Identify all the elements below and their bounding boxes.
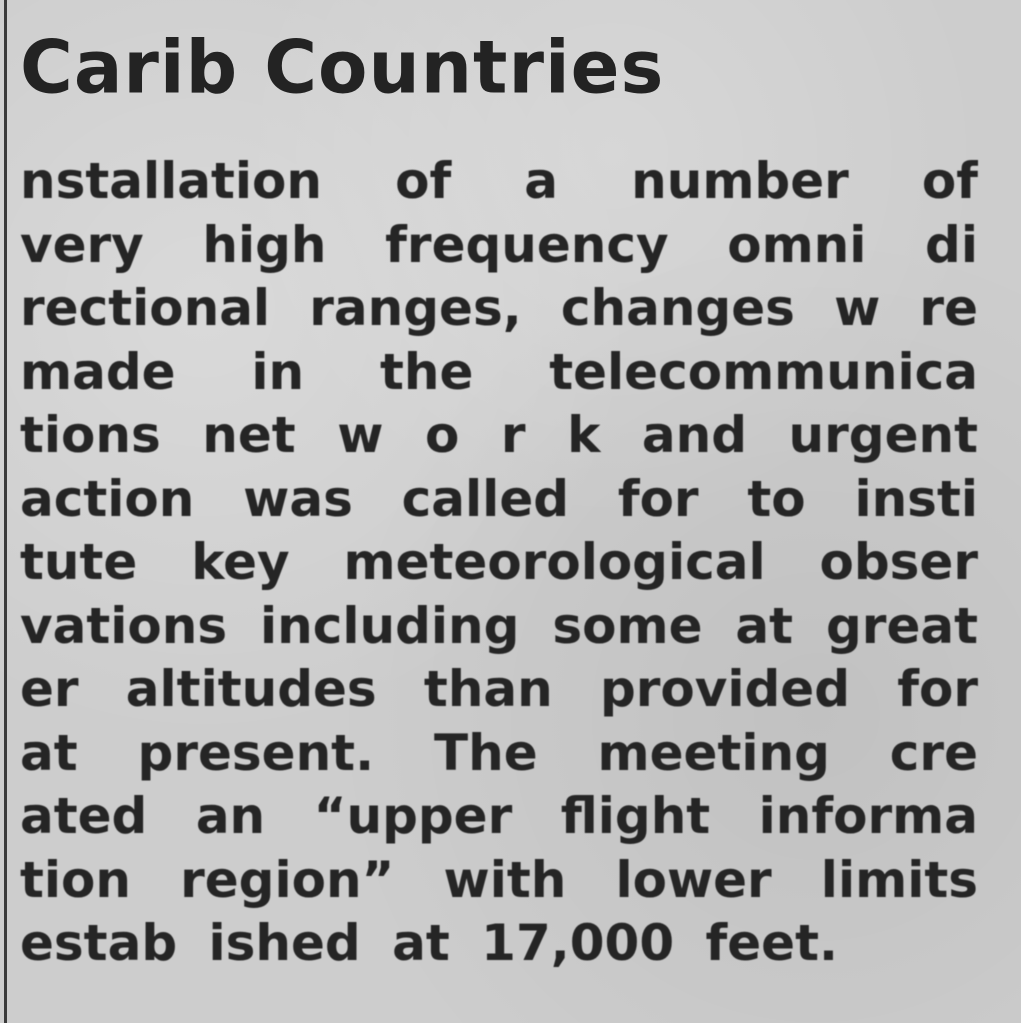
article-body: nstallation of a number of very high fre… bbox=[20, 150, 978, 976]
article-line: ated an “upper flight informa bbox=[20, 787, 978, 845]
article-line: action was called for to insti bbox=[20, 469, 978, 528]
article-line: nstallation of a number of bbox=[20, 152, 978, 210]
article-line: rectional ranges, changes w re bbox=[20, 279, 978, 337]
article-line: very high frequency omni di bbox=[20, 215, 978, 274]
column-rule bbox=[4, 0, 7, 1023]
article-line: estab ished at 17,000 feet. bbox=[20, 914, 838, 972]
article-line: tute key meteorological obser bbox=[20, 533, 978, 591]
article-line: tions net w o r k and urgent bbox=[20, 406, 978, 464]
article-line: er altitudes than provided for bbox=[20, 660, 978, 718]
article-line: tion region” with lower limits bbox=[20, 850, 978, 909]
article-line: vations including some at great bbox=[20, 596, 978, 655]
article-heading: Carib Countries bbox=[20, 24, 665, 110]
article-line: at present. The meeting cre bbox=[20, 723, 978, 782]
article-line: made in the telecommunica bbox=[20, 342, 978, 401]
